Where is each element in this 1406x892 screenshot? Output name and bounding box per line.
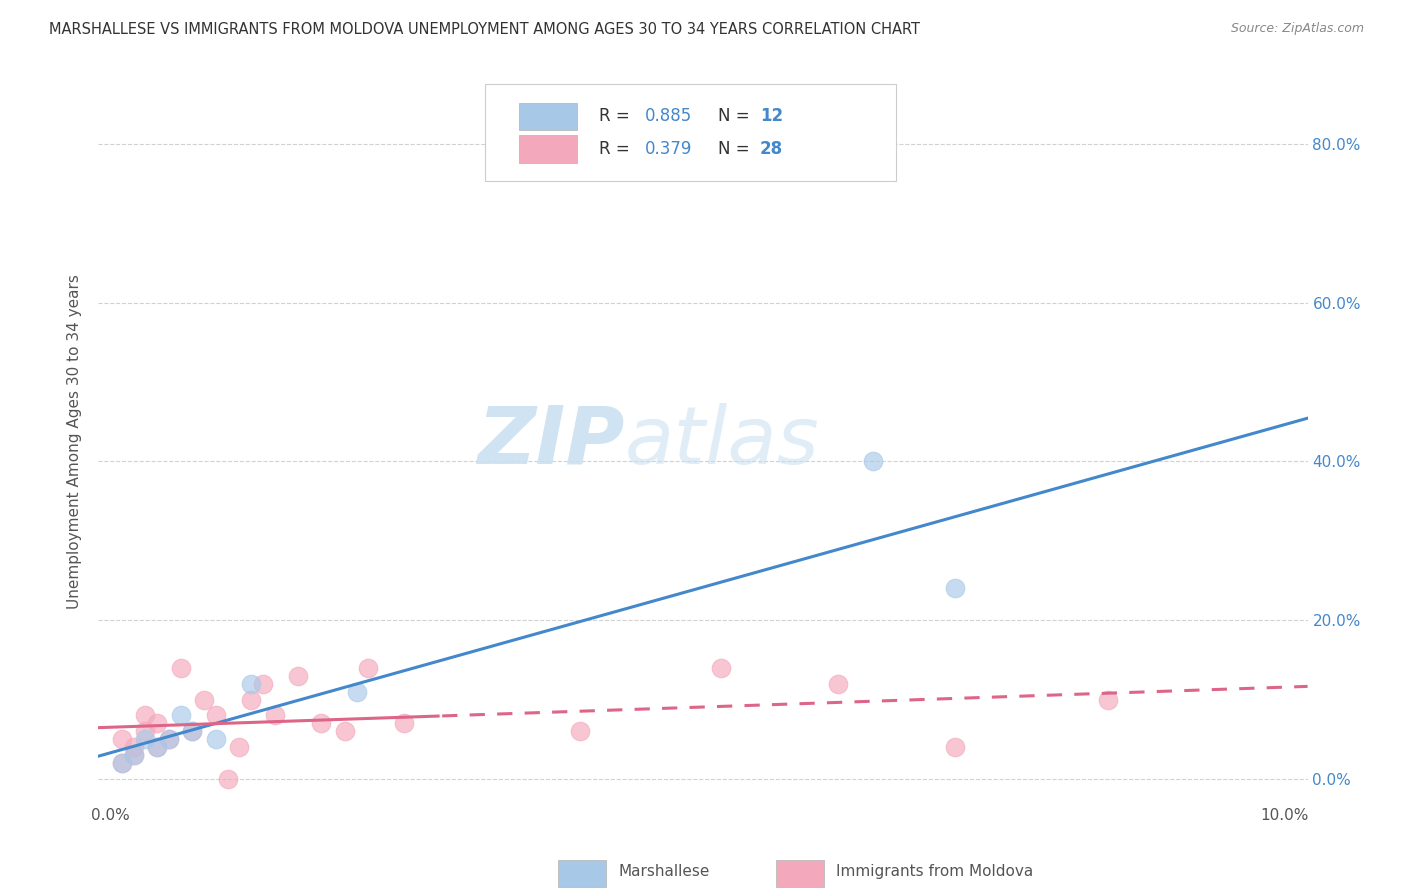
Text: 28: 28: [759, 140, 783, 158]
FancyBboxPatch shape: [558, 860, 606, 888]
Point: [945, 740, 967, 755]
Point: [357, 661, 380, 675]
Point: [181, 724, 204, 739]
Point: [263, 708, 285, 723]
Text: 0.379: 0.379: [645, 140, 692, 158]
Point: [134, 732, 156, 747]
Y-axis label: Unemployment Among Ages 30 to 34 years: Unemployment Among Ages 30 to 34 years: [67, 274, 83, 609]
Text: N =: N =: [717, 107, 755, 126]
Text: Immigrants from Moldova: Immigrants from Moldova: [837, 864, 1033, 879]
Point: [146, 740, 169, 755]
Point: [157, 732, 180, 747]
Text: 12: 12: [759, 107, 783, 126]
Text: ZIP: ZIP: [477, 402, 624, 481]
Text: MARSHALLESE VS IMMIGRANTS FROM MOLDOVA UNEMPLOYMENT AMONG AGES 30 TO 34 YEARS CO: MARSHALLESE VS IMMIGRANTS FROM MOLDOVA U…: [49, 22, 920, 37]
Point: [111, 756, 134, 770]
Point: [862, 454, 884, 468]
Point: [204, 708, 226, 723]
Text: N =: N =: [717, 140, 755, 158]
FancyBboxPatch shape: [519, 136, 578, 162]
FancyBboxPatch shape: [485, 84, 897, 181]
Point: [945, 582, 967, 596]
Point: [181, 724, 204, 739]
Point: [346, 684, 368, 698]
Text: R =: R =: [599, 140, 636, 158]
Point: [193, 692, 215, 706]
Point: [169, 661, 191, 675]
Text: Marshallese: Marshallese: [619, 864, 710, 879]
Point: [392, 716, 415, 731]
Point: [252, 676, 274, 690]
Point: [710, 661, 733, 675]
Point: [122, 748, 145, 763]
Point: [827, 676, 849, 690]
Point: [311, 716, 333, 731]
Point: [228, 740, 250, 755]
Point: [146, 716, 169, 731]
Text: Source: ZipAtlas.com: Source: ZipAtlas.com: [1230, 22, 1364, 36]
Point: [111, 756, 134, 770]
Point: [146, 740, 169, 755]
FancyBboxPatch shape: [519, 103, 578, 130]
Point: [287, 669, 309, 683]
Point: [169, 708, 191, 723]
Point: [134, 724, 156, 739]
Point: [1097, 692, 1119, 706]
Point: [568, 724, 591, 739]
Text: 0.885: 0.885: [645, 107, 692, 126]
Point: [240, 692, 263, 706]
Point: [111, 732, 134, 747]
Point: [333, 724, 356, 739]
FancyBboxPatch shape: [776, 860, 824, 888]
Text: R =: R =: [599, 107, 636, 126]
Point: [217, 772, 239, 786]
Point: [204, 732, 226, 747]
Point: [122, 740, 145, 755]
Point: [134, 708, 156, 723]
Text: atlas: atlas: [624, 402, 820, 481]
Point: [240, 676, 263, 690]
Point: [122, 748, 145, 763]
Point: [157, 732, 180, 747]
